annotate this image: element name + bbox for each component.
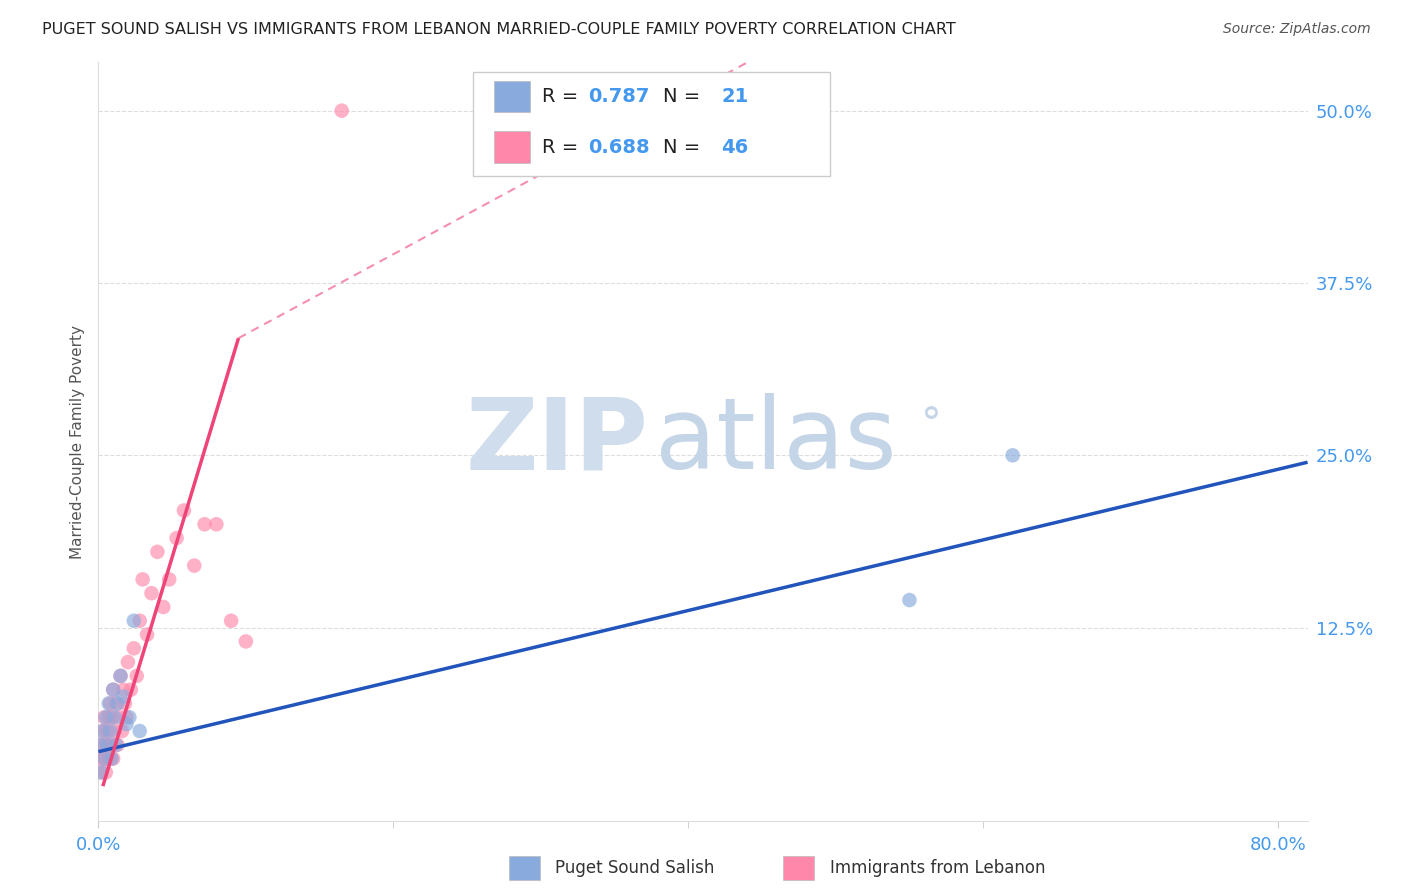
Point — [104, 724, 127, 739]
Text: Source: ZipAtlas.com: Source: ZipAtlas.com — [1223, 22, 1371, 37]
Point — [97, 710, 120, 724]
Point — [94, 765, 117, 780]
Point — [173, 503, 195, 517]
Point — [122, 614, 145, 628]
Point — [166, 531, 188, 545]
Point — [128, 724, 150, 739]
Point — [100, 738, 122, 752]
Point — [115, 710, 138, 724]
Point — [100, 751, 122, 765]
Point — [93, 710, 115, 724]
Point — [183, 558, 205, 573]
Point — [107, 738, 129, 752]
Text: °: ° — [921, 405, 942, 448]
Text: R =: R = — [543, 87, 585, 106]
Text: atlas: atlas — [655, 393, 896, 490]
Point — [107, 697, 129, 711]
Point — [101, 682, 124, 697]
Text: N =: N = — [664, 87, 707, 106]
Point — [108, 710, 131, 724]
Point — [93, 751, 115, 765]
Point — [157, 573, 180, 587]
Point — [112, 682, 135, 697]
Point — [91, 724, 114, 739]
Point — [98, 724, 121, 739]
Point — [125, 669, 148, 683]
Point — [101, 751, 124, 765]
Point — [330, 103, 353, 118]
Point — [146, 545, 169, 559]
Point — [101, 682, 124, 697]
Point — [141, 586, 163, 600]
Text: 21: 21 — [721, 87, 748, 106]
Point — [136, 627, 159, 641]
Point — [90, 738, 112, 752]
Text: Immigrants from Lebanon: Immigrants from Lebanon — [830, 859, 1045, 877]
Point — [94, 710, 117, 724]
Point — [112, 690, 135, 704]
Point — [115, 717, 138, 731]
Point — [120, 682, 142, 697]
Point — [118, 710, 141, 724]
Point — [205, 517, 228, 532]
Text: R =: R = — [543, 138, 585, 157]
Point — [235, 634, 257, 648]
Point — [110, 669, 132, 683]
Point — [96, 738, 118, 752]
Point — [97, 738, 120, 752]
Point — [97, 697, 120, 711]
Point — [111, 724, 134, 739]
Point — [105, 738, 128, 752]
Point — [110, 669, 132, 683]
Text: Puget Sound Salish: Puget Sound Salish — [555, 859, 714, 877]
Point — [94, 738, 117, 752]
Text: 0.688: 0.688 — [588, 138, 650, 157]
Point — [100, 710, 122, 724]
Point — [89, 751, 111, 765]
Text: ZIP: ZIP — [465, 393, 648, 490]
Point — [114, 697, 136, 711]
Point — [898, 593, 921, 607]
Text: 0.787: 0.787 — [588, 87, 650, 106]
Point — [90, 765, 112, 780]
FancyBboxPatch shape — [494, 131, 530, 163]
Point — [219, 614, 242, 628]
Point — [128, 614, 150, 628]
Point — [117, 655, 139, 669]
Point — [1001, 448, 1024, 462]
Y-axis label: Married-Couple Family Poverty: Married-Couple Family Poverty — [69, 325, 84, 558]
Point — [91, 724, 114, 739]
Point — [98, 751, 121, 765]
FancyBboxPatch shape — [494, 80, 530, 112]
Point — [90, 765, 112, 780]
Point — [152, 599, 174, 614]
Point — [96, 751, 118, 765]
Point — [122, 641, 145, 656]
FancyBboxPatch shape — [474, 71, 830, 177]
Text: N =: N = — [664, 138, 707, 157]
Text: 46: 46 — [721, 138, 748, 157]
Point — [105, 697, 128, 711]
Text: PUGET SOUND SALISH VS IMMIGRANTS FROM LEBANON MARRIED-COUPLE FAMILY POVERTY CORR: PUGET SOUND SALISH VS IMMIGRANTS FROM LE… — [42, 22, 956, 37]
Point — [104, 710, 127, 724]
Point — [93, 751, 115, 765]
Point — [131, 573, 153, 587]
Point — [96, 724, 118, 739]
Point — [194, 517, 217, 532]
Point — [89, 738, 111, 752]
Point — [98, 697, 121, 711]
